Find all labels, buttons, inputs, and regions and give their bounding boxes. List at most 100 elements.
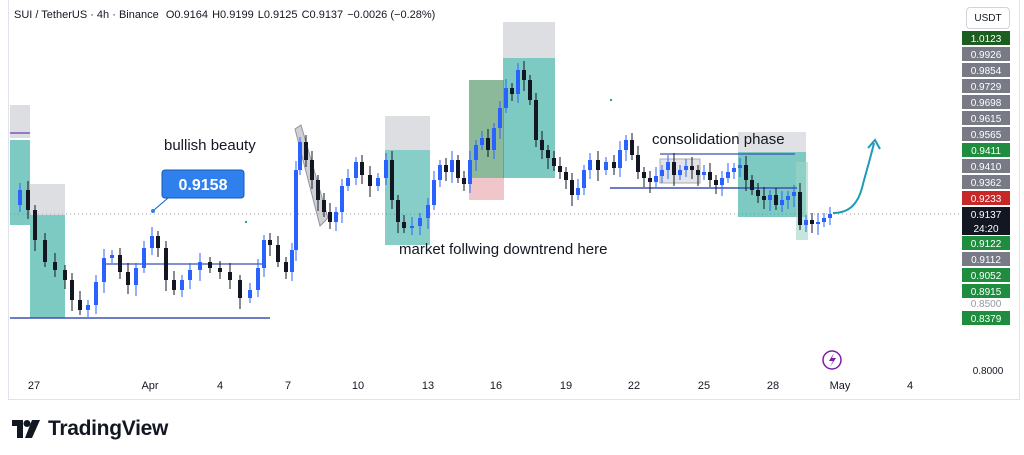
buy-zone [469,80,504,178]
price-axis-label: 0.8915 [962,284,1010,298]
candle-body [316,180,320,200]
time-axis-label: 27 [28,380,40,392]
candle-body [354,162,358,178]
open-value: O0.9164 [165,9,209,21]
projection-arrow [832,142,875,214]
consolidation-box [738,132,806,152]
price-chart[interactable]: bullish beauty 0.9158 market follwing do… [0,0,1024,400]
price-axis-label: 0.9410 [962,159,1010,173]
candle-body [522,70,526,80]
candle-body [94,282,98,305]
candle-body [582,170,586,188]
candle-body [396,200,400,222]
price-axis-label-text: 0.8500 [971,299,1002,310]
candle-body [340,186,344,212]
candle-body [248,290,252,298]
candle-body [660,170,664,176]
candle-body [43,240,47,262]
candle-body [750,180,754,190]
price-axis-label-text: 0.9137 [971,210,1002,221]
candle-body [828,214,832,218]
candle-body [744,165,748,180]
candle-body [118,255,122,272]
stop-zone [30,184,65,215]
candle-body [450,160,454,172]
price-axis-label-text: 0.9411 [971,146,1001,157]
candle-body [390,160,394,200]
price-axis-label-text: 0.9615 [971,114,1002,125]
candle-body [150,236,154,248]
price-axis-label: 0.9052 [962,268,1010,282]
price-axis-label: 0.9137 24:20 [962,207,1010,235]
candle-body [792,192,796,196]
price-label-plain: 0.8000 [973,366,1004,377]
tradingview-logo[interactable]: TradingView [12,417,168,441]
candle-body [510,88,514,94]
candle-body [78,300,82,310]
candle-body [63,270,67,280]
candle-body [558,166,562,172]
lightning-icon[interactable] [822,350,842,370]
price-bubble[interactable]: 0.9158 [151,169,245,213]
candle-body [102,258,106,282]
candle-body [576,188,580,195]
candle-body [346,178,350,186]
candle-body [678,170,682,175]
candle-body [552,158,556,166]
arrow-head-icon [867,138,881,150]
time-axis-label: 13 [422,380,434,392]
time-axis[interactable]: 27 Apr 4 7 10 13 16 19 22 25 28 May 4 [28,380,913,392]
candle-body [410,226,414,228]
candle-body [18,190,22,205]
time-axis-label: 7 [285,380,291,392]
close-value: C0.9137 [301,9,344,21]
candle-body [334,212,338,222]
candle-body [70,280,74,300]
candle-body [294,170,298,250]
candle-body [708,172,712,180]
price-axis-label-text: 0.9729 [971,82,1002,93]
time-axis-label: 22 [628,380,640,392]
candle-body [290,250,294,272]
candle-body [774,195,778,205]
candle-body [456,160,460,178]
candle-body [768,195,772,200]
candle-body [570,180,574,195]
candle-body [630,140,634,155]
candle-body [804,220,808,225]
price-axis-label-text: 0.9565 [971,130,1002,141]
candle-body [26,190,30,210]
candle-body [276,245,280,262]
candle-body [474,145,478,160]
candle-body [384,160,388,178]
candle-body [142,248,146,268]
candle-body [762,196,766,200]
price-axis-label-text: 0.9410 [971,162,1002,173]
price-axis-label: 0.9926 [962,47,1010,61]
candle-body [486,138,490,150]
price-axis-label-text: 1.0123 [971,34,1002,45]
price-axis[interactable]: 1.0123 0.9926 0.9854 0.9729 0.9698 0.9615 0.95… [962,31,1010,325]
currency-unit-button[interactable]: USDT [966,7,1010,29]
candle-body [328,212,332,222]
candle-body [218,268,222,272]
price-axis-label-text: 0.8915 [971,287,1002,298]
candle-body [642,172,646,178]
candle-body [816,222,820,224]
annotation-bullish: bullish beauty [164,137,256,154]
price-axis-label: 0.9854 [962,63,1010,77]
price-axis-label: 0.9122 [962,236,1010,250]
candle-body [528,80,532,100]
candle-body [268,240,272,245]
price-axis-label: 0.9729 [962,79,1010,93]
candle-body [418,218,422,226]
symbol-info[interactable]: SUI / TetherUS · 4h · Binance [14,9,159,21]
candle-body [376,178,380,186]
price-axis-label-text: 0.9698 [971,98,1002,109]
candle-body [732,168,736,172]
price-axis-label-text: 0.9854 [971,66,1002,77]
candle-body [564,172,568,180]
candle-body [492,128,496,150]
candle-body [188,270,192,280]
time-axis-label: 19 [560,380,572,392]
